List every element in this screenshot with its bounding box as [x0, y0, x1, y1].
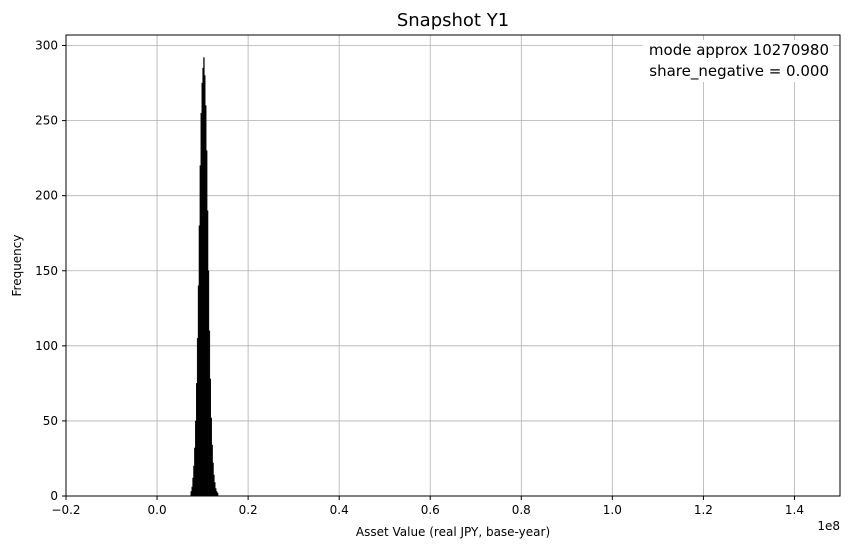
y-tick-label: 100 — [35, 339, 58, 353]
y-tick-label: 50 — [43, 414, 58, 428]
annotation-mode: mode approx 10270980 — [649, 41, 829, 59]
x-tick-label: 0.0 — [148, 503, 167, 517]
x-axis-label: Asset Value (real JPY, base-year) — [356, 525, 550, 539]
axis-ticks: −0.2 0.0 0.2 0.4 0.6 0.8 1.0 1.2 1.4 0 50 100 150 200… — [35, 39, 804, 517]
x-tick-label: 0.8 — [512, 503, 531, 517]
x-tick-label: 1.0 — [603, 503, 622, 517]
y-tick-label: 300 — [35, 39, 58, 53]
x-tick-label: 0.2 — [239, 503, 258, 517]
x-tick-label: 1.2 — [694, 503, 713, 517]
x-tick-label: 0.6 — [421, 503, 440, 517]
plot-frame — [65, 34, 841, 497]
x-axis-offset-label: 1e8 — [817, 519, 840, 533]
x-tick-label: 0.4 — [330, 503, 349, 517]
chart-title: Snapshot Y1 — [397, 10, 509, 31]
annotation-share-negative: share_negative = 0.000 — [649, 62, 829, 81]
histogram-bars — [190, 57, 219, 497]
y-tick-label: 200 — [35, 189, 58, 203]
y-axis-label: Frequency — [10, 235, 24, 297]
y-tick-label: 150 — [35, 264, 58, 278]
x-tick-label: 1.4 — [785, 503, 804, 517]
x-tick-label: −0.2 — [51, 503, 80, 517]
y-tick-label: 0 — [50, 489, 58, 503]
grid-lines — [65, 35, 840, 497]
y-tick-label: 250 — [35, 114, 58, 128]
annotation-background — [642, 40, 833, 82]
